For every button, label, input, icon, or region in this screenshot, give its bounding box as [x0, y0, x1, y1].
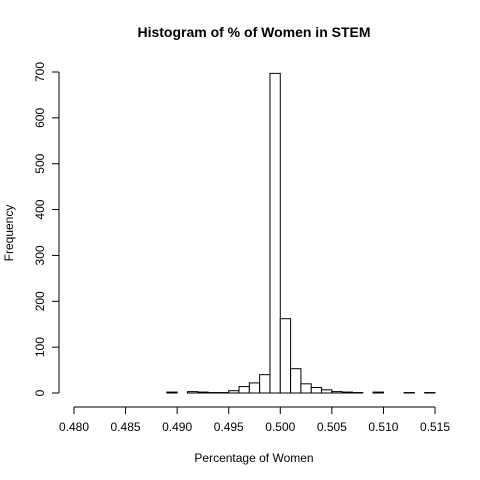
histogram-bar	[341, 391, 353, 394]
x-tick-label: 0.485	[111, 420, 141, 434]
y-tick-label: 400	[33, 199, 47, 219]
y-tick-label: 500	[33, 153, 47, 173]
y-tick-label: 0	[33, 389, 47, 396]
y-tick-label: 200	[33, 291, 47, 311]
histogram-bar	[300, 383, 312, 394]
x-axis-label: Percentage of Women	[194, 451, 313, 465]
histogram-bar	[186, 391, 199, 394]
histogram-bar	[248, 382, 261, 394]
histogram-bar	[269, 72, 281, 394]
x-tick-label: 0.510	[368, 420, 398, 434]
x-axis: 0.480 0.485 0.490 0.495 0.500 0.505 0.510 0.515	[59, 406, 450, 434]
x-tick-label: 0.515	[420, 420, 450, 434]
y-tick-label: 300	[33, 245, 47, 265]
x-tick-label: 0.505	[317, 420, 347, 434]
bars-group	[166, 72, 436, 394]
y-tick-label: 700	[33, 62, 47, 82]
x-tick-label: 0.495	[214, 420, 244, 434]
y-axis: 0 100 200 300 400 500 600 700	[33, 62, 60, 396]
histogram-bar	[228, 390, 240, 394]
histogram-bar	[279, 318, 292, 394]
y-tick-label: 100	[33, 337, 47, 357]
histogram-bar	[372, 391, 384, 394]
histogram-bar	[331, 391, 343, 394]
histogram-bar	[197, 391, 209, 394]
histogram-bar	[321, 389, 333, 394]
histogram-bar	[310, 387, 323, 394]
y-tick-label: 600	[33, 108, 47, 128]
histogram-bar	[290, 368, 302, 394]
x-tick-label: 0.490	[162, 420, 192, 434]
x-tick-label: 0.480	[59, 420, 89, 434]
histogram-bar	[238, 386, 250, 394]
chart-title: Histogram of % of Women in STEM	[137, 24, 370, 40]
x-tick-label: 0.500	[265, 420, 295, 434]
histogram-bar	[259, 374, 271, 394]
y-axis-label: Frequency	[2, 205, 16, 262]
histogram-bar	[166, 391, 178, 394]
